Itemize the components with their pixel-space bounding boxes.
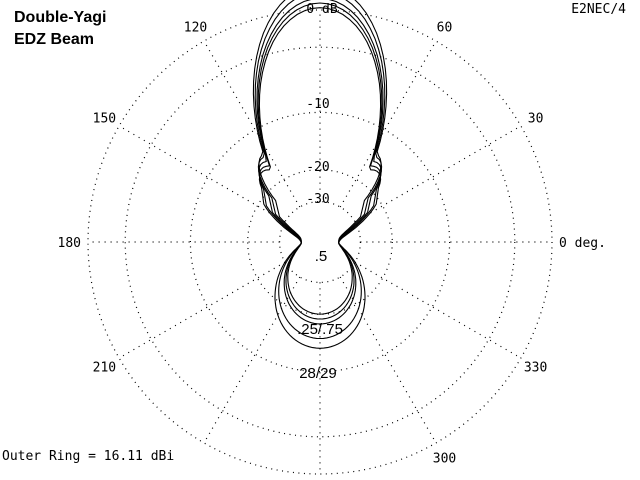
chart-title-line-1: Double-Yagi — [14, 9, 106, 26]
grid-spoke-60 — [339, 40, 437, 208]
grid-spoke-330 — [354, 261, 522, 359]
ring-label-minus10: -10 — [306, 97, 329, 112]
angle-label-120: 120 — [184, 20, 207, 35]
annotation-frequency: 28/29 — [299, 365, 337, 382]
software-label: E2NEC/4 — [571, 2, 626, 17]
ring-label-0db: 0 dB — [306, 2, 337, 17]
grid-spoke-300 — [339, 276, 437, 444]
angle-label-330: 330 — [524, 361, 547, 376]
grid-ring-1 — [124, 46, 516, 438]
grid-spoke-210 — [118, 261, 286, 359]
polar-grid — [87, 9, 553, 475]
ring-label-minus30: -30 — [306, 192, 329, 207]
angle-label-300: 300 — [433, 452, 456, 467]
pattern-curve-4 — [252, 0, 388, 349]
chart-title-line-2: EDZ Beam — [14, 31, 94, 48]
grid-ring-4 — [279, 201, 362, 284]
angle-tick-labels: 0 deg. 30 60 120 150 180 210 300 330 — [58, 20, 606, 466]
ring-label-minus20: -20 — [306, 160, 329, 175]
angle-label-210: 210 — [93, 361, 116, 376]
radiation-pattern-curves — [252, 0, 388, 349]
angle-label-30: 30 — [528, 112, 544, 127]
angle-label-0: 0 deg. — [559, 236, 606, 251]
angle-label-60: 60 — [437, 20, 453, 35]
annotation-quarter: .25/.75 — [297, 321, 343, 338]
grid-spoke-240 — [203, 276, 301, 444]
grid-ring-3 — [247, 169, 393, 315]
angle-label-150: 150 — [93, 112, 116, 127]
outer-ring-label: Outer Ring = 16.11 dBi — [2, 449, 174, 464]
grid-ring-0 — [87, 9, 553, 475]
angle-label-180: 180 — [58, 236, 81, 251]
annotation-half: .5 — [315, 248, 328, 265]
grid-ring-2 — [189, 111, 451, 373]
grid-spoke-120 — [203, 40, 301, 208]
